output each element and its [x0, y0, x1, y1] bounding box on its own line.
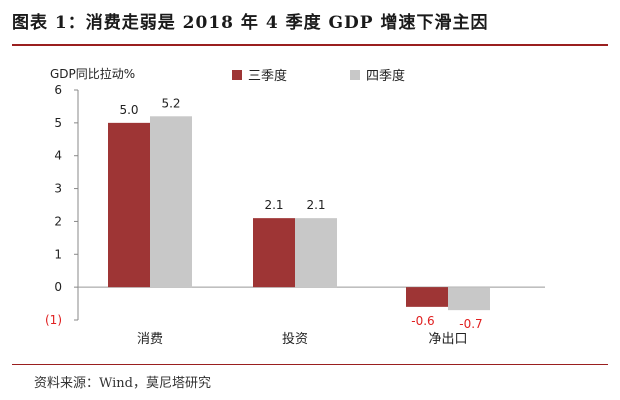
- bar-q3: [253, 218, 295, 288]
- category-label: 消费: [137, 332, 163, 347]
- bar-q4: [150, 116, 192, 288]
- bar-q3: [406, 287, 448, 307]
- title-rule: [12, 44, 608, 46]
- footer-rule: [12, 364, 608, 365]
- bar-q4: [295, 218, 337, 288]
- y-tick-label: 6: [54, 83, 62, 97]
- y-tick-label: 3: [54, 182, 62, 196]
- legend-swatch: [232, 70, 242, 80]
- y-axis-label: GDP同比拉动%: [50, 66, 135, 81]
- data-label: 2.1: [264, 198, 283, 212]
- data-label: 5.0: [119, 103, 138, 117]
- y-tick-label: (1): [45, 313, 62, 327]
- data-label: -0.6: [411, 314, 434, 328]
- y-tick-label: 5: [54, 116, 62, 130]
- bar-q4: [448, 287, 490, 311]
- category-label: 净出口: [428, 332, 467, 347]
- legend-label: 四季度: [366, 68, 405, 84]
- data-label: -0.7: [459, 317, 482, 331]
- bar-chart: GDP同比拉动% 6 5 4 3 2 1 0 (1) 5.0 5.2 消费 2.1 2.1 投资 -0.6 -0…: [45, 66, 545, 347]
- legend-swatch: [350, 70, 360, 80]
- y-tick-label: 1: [54, 247, 62, 261]
- bar-q3: [108, 122, 150, 288]
- y-tick-label: 0: [54, 280, 62, 294]
- data-label: 2.1: [306, 198, 325, 212]
- y-tick-label: 4: [54, 149, 62, 163]
- data-label: 5.2: [161, 96, 180, 110]
- y-tick-label: 2: [54, 214, 62, 228]
- legend-label: 三季度: [248, 68, 287, 84]
- figure-title: 图表 1：消费走弱是 2018 年 4 季度 GDP 增速下滑主因: [12, 13, 489, 33]
- source-note: 资料来源：Wind，莫尼塔研究: [34, 376, 211, 391]
- category-label: 投资: [282, 331, 308, 347]
